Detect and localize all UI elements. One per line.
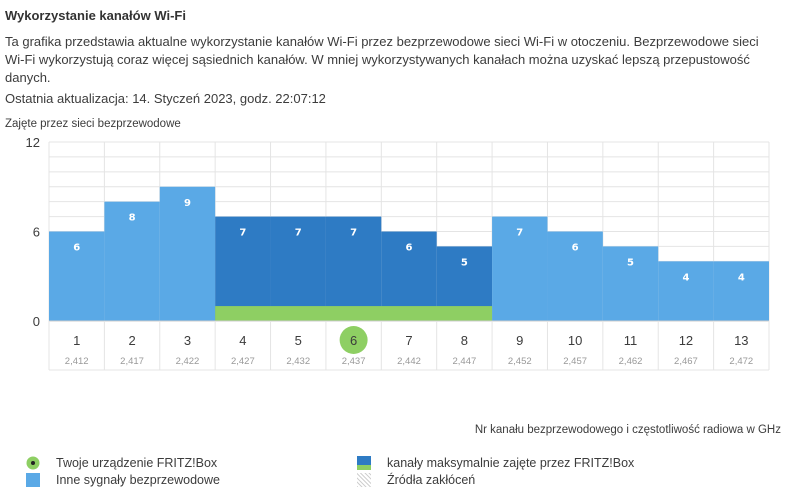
channel-number-label: 3 — [184, 333, 191, 348]
channel-frequency-label: 2,417 — [120, 356, 144, 367]
legend-device-label: Twoje urządzenie FRITZ!Box — [56, 456, 218, 470]
channel-frequency-label: 2,422 — [176, 356, 200, 367]
bar-channel-12 — [658, 261, 714, 321]
bar-channel-9 — [492, 216, 548, 321]
legend-interference: Źródła zakłóceń — [357, 473, 475, 487]
bar-value-label: 7 — [516, 228, 523, 239]
channel-number-label: 10 — [568, 333, 582, 348]
legend-max: kanały maksymalnie zajęte przez FRITZ!Bo… — [357, 456, 634, 470]
bar-value-label: 4 — [682, 272, 689, 283]
channel-frequency-label: 2,437 — [342, 356, 366, 367]
bar-channel-1 — [49, 231, 105, 321]
channel-frequency-label: 2,462 — [619, 356, 643, 367]
channel-frequency-label: 2,467 — [674, 356, 698, 367]
bar-value-label: 7 — [350, 228, 357, 239]
channel-frequency-label: 2,472 — [729, 356, 753, 367]
channel-frequency-label: 2,447 — [452, 356, 476, 367]
y-tick-label: 6 — [33, 225, 40, 240]
channel-number-label: 5 — [295, 333, 302, 348]
channel-frequency-label: 2,432 — [286, 356, 310, 367]
last-updated-label: Ostatnia aktualizacja: — [5, 91, 129, 106]
channel-frequency-label: 2,412 — [65, 356, 89, 367]
bar-value-label: 9 — [184, 198, 191, 209]
last-updated-value: 14. Styczeń 2023, godz. 22:07:12 — [132, 91, 326, 106]
bar-channel-6 — [325, 216, 382, 321]
channel-number-label: 8 — [461, 333, 468, 348]
bar-value-label: 6 — [73, 243, 80, 254]
bar-channel-10 — [547, 231, 603, 321]
bar-channel-2 — [104, 201, 160, 321]
y-tick-label: 0 — [33, 314, 40, 329]
bar-value-label: 7 — [295, 228, 302, 239]
bar-value-label: 6 — [406, 243, 413, 254]
bar-channel-11 — [602, 246, 659, 321]
legend-other-label: Inne sygnały bezprzewodowe — [56, 473, 220, 487]
y-axis-label: Zajęte przez sieci bezprzewodowe — [5, 118, 181, 130]
y-tick-label: 12 — [26, 135, 40, 150]
legend-other: Inne sygnały bezprzewodowe — [26, 473, 220, 487]
legend-interference-swatch — [357, 473, 371, 487]
channel-frequency-label: 2,442 — [397, 356, 421, 367]
bar-value-label: 5 — [461, 257, 468, 268]
channel-frequency-label: 2,452 — [508, 356, 532, 367]
last-updated: Ostatnia aktualizacja: 14. Styczeń 2023,… — [5, 91, 326, 106]
x-axis-label: Nr kanału bezprzewodowego i częstotliwoś… — [474, 424, 781, 436]
channel-frequency-label: 2,457 — [563, 356, 587, 367]
bar-value-label: 7 — [239, 228, 246, 239]
legend-device: Twoje urządzenie FRITZ!Box — [26, 456, 217, 470]
legend-other-swatch — [26, 473, 40, 487]
legend-interference-label: Źródła zakłóceń — [387, 473, 476, 487]
legend-device-icon — [26, 456, 40, 470]
channel-number-label: 11 — [624, 333, 638, 348]
bar-value-label: 5 — [627, 257, 634, 268]
bar-value-label: 6 — [572, 243, 579, 254]
channel-number-label: 12 — [679, 333, 693, 348]
bar-value-label: 4 — [738, 272, 745, 283]
page-description: Ta grafika przedstawia aktualne wykorzys… — [5, 34, 759, 85]
channel-number-label: 9 — [516, 333, 523, 348]
bar-channel-13 — [713, 261, 769, 321]
channel-number-label: 13 — [734, 333, 748, 348]
device-channel-marker — [339, 326, 368, 354]
bar-channel-5 — [270, 216, 326, 321]
legend-max-label: kanały maksymalnie zajęte przez FRITZ!Bo… — [387, 456, 635, 470]
channel-usage-chart: 0 6 12 6 8 9 7 7 7 6 5 7 6 5 4 4 1 2,412 2 2,417 3 2,422 4 2,42… — [26, 135, 770, 371]
bar-value-label: 8 — [129, 213, 136, 224]
channel-frequency-label: 2,427 — [231, 356, 255, 367]
channel-number-label: 1 — [73, 333, 80, 348]
bar-channel-4 — [215, 216, 271, 321]
channel-number-label: 7 — [405, 333, 412, 348]
bar-channel-3 — [159, 186, 216, 321]
legend-max-swatch — [357, 456, 371, 470]
fritzbox-band — [215, 306, 493, 321]
channel-number-label: 2 — [128, 333, 135, 348]
page-title: Wykorzystanie kanałów Wi-Fi — [5, 8, 186, 23]
channel-number-label: 4 — [239, 333, 246, 348]
channel-number-label: 6 — [350, 333, 357, 348]
